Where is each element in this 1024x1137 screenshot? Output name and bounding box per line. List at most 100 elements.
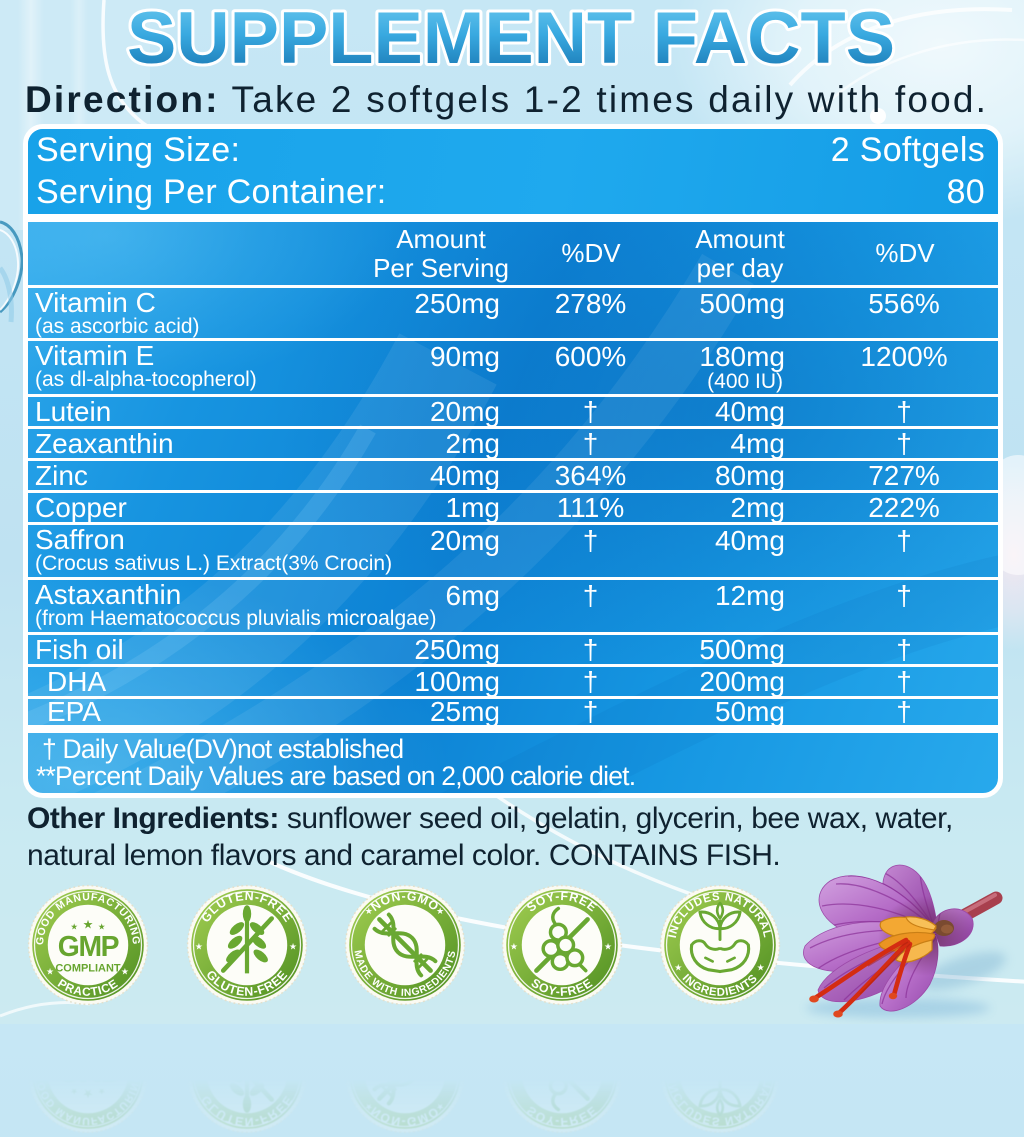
dv2-value: 222% (868, 492, 940, 523)
separator-thick (28, 214, 998, 222)
amount-per-serving-value: 90mg (429, 341, 500, 372)
header-amount-per-serving: Amount Per Serving (373, 223, 509, 283)
amount-per-day-value: 200mg (699, 666, 785, 697)
badge-star-right: ★ (757, 963, 765, 973)
gmp-main-text: GMP (58, 1055, 119, 1087)
badge-bottom-text: PRACTICE (55, 976, 120, 999)
amount-per-day-subvalue: (400 IU) (707, 370, 783, 393)
dv2-value: † (896, 580, 912, 611)
row-separator (28, 522, 998, 525)
dv2-value: † (896, 696, 912, 727)
nutrient-name-cell: Astaxanthin (from Haematococcus pluviali… (28, 581, 436, 630)
svg-text:★: ★ (98, 921, 106, 931)
nutrient-name: Fish oil (35, 634, 124, 665)
amount-per-day-value: 180mg (400 IU) (678, 342, 803, 392)
dna-icon (372, 912, 438, 978)
badge-bottom-text: SOY-FREE (529, 976, 595, 999)
dv2-value: 556% (868, 288, 940, 319)
header-dv1: %DV (561, 238, 621, 268)
dv1-value: † (582, 580, 599, 611)
serving-per-container-value: 80 (946, 173, 985, 211)
table-row: Saffron (Crocus sativus L.) Extract(3% C… (28, 525, 998, 577)
dv1-value: 600% (554, 341, 627, 372)
serving-size-value: 2 Softgels (830, 131, 985, 169)
row-separator (28, 426, 998, 429)
badge-star-left: ★ (195, 1066, 203, 1076)
direction-label: Direction: (25, 79, 220, 120)
nutrient-subname: (Crocus sativus L.) Extract(3% Crocin) (35, 552, 393, 575)
non-gmo-badge: NON-GMO MADE WITH INGREDIENTS ★ ★ (344, 884, 466, 1006)
title-text: SUPPLEMENT FACTS (127, 0, 895, 79)
badge-star-left: ★ (674, 963, 682, 973)
other-ingredients: Other Ingredients: sunflower seed oil, g… (27, 800, 992, 874)
badge-star-right: ★ (289, 942, 297, 952)
flower-stigmas (812, 937, 913, 1016)
nutrient-name-cell: Zeaxanthin (28, 429, 308, 458)
dv1-value: † (582, 696, 599, 727)
row-separator (28, 664, 998, 667)
badge-star-right: ★ (604, 942, 612, 952)
amount-per-day-value: 500mg (699, 288, 785, 319)
amount-per-serving-value: 250mg (414, 634, 500, 665)
natural-ingredients-badge: INCLUDES NATURAL INGREDIENTS ★ ★ (659, 884, 781, 1006)
nutrient-name: Saffron (35, 524, 125, 555)
amount-per-day-value: 40mg (714, 396, 785, 427)
dv2-value: † (896, 525, 912, 556)
table-header: Amount Per Serving %DV Amount per day %DV (28, 222, 998, 285)
dv2-value: † (896, 396, 912, 427)
dv1-value: 111% (556, 492, 625, 523)
amount-per-serving-value: 100mg (414, 666, 500, 697)
gmp-compliant-badge: ★ ★ ★ GMP COMPLIANT GOOD MANUFACTURING P… (27, 884, 149, 1006)
table-row: Vitamin C (as ascorbic acid) 250mg 278% 50… (28, 288, 998, 338)
nutrient-name: Vitamin C (35, 287, 156, 318)
nutrient-name: Lutein (35, 396, 112, 427)
row-separator (28, 394, 998, 397)
header-separator (28, 285, 998, 288)
header-dv2: %DV (875, 238, 935, 268)
amount-per-serving-value: 250mg (414, 288, 500, 319)
supplement-facts-panel: Serving Size: 2 Softgels Serving Per Con… (23, 124, 1003, 798)
amount-per-day-value: 500mg (699, 634, 785, 665)
badge-star-left: ★ (46, 966, 54, 976)
nutrient-name-cell: Saffron (Crocus sativus L.) Extract(3% C… (28, 524, 393, 575)
dv1-value: † (582, 396, 599, 427)
dv1-value: † (582, 666, 599, 697)
table-row: Vitamin E (as dl-alpha-tocopherol) 90mg 6… (28, 341, 998, 394)
footnote-percent: **Percent Daily Values are based on 2,00… (36, 761, 636, 791)
nutrient-name: Zeaxanthin (35, 428, 174, 459)
badge-reflection: INCLUDES NATURAL INGREDIENTS ★ ★ (659, 1012, 781, 1134)
badge-reflection: SOY-FREE SOY-FREE ★ ★ (501, 1012, 623, 1134)
dv1-value: † (582, 634, 599, 665)
svg-text:★: ★ (83, 1086, 94, 1100)
nutrient-name: Copper (35, 492, 127, 523)
nutrient-name: EPA (47, 696, 101, 727)
direction-text: Take 2 softgels 1-2 times daily with foo… (219, 79, 989, 120)
footnote-dv: † Daily Value(DV)not established (42, 734, 404, 764)
row-separator (28, 577, 998, 580)
serving-per-container-row: Serving Per Container: 80 (28, 172, 998, 214)
header-amount-per-day: Amount per day (695, 223, 785, 283)
saffron-flower-image (803, 864, 1007, 1018)
badge-star-right: ★ (757, 1045, 765, 1055)
badge-reflection: NON-GMO MADE WITH INGREDIENTS ★ ★ (344, 1012, 466, 1134)
dv2-value: † (896, 666, 912, 697)
wheat-icon (220, 905, 274, 974)
svg-text:SOY-FREE: SOY-FREE (529, 976, 596, 999)
svg-text:★: ★ (70, 921, 78, 931)
footnotes: † Daily Value(DV)not established **Perce… (28, 733, 998, 793)
nutrient-name-cell: Lutein (28, 397, 308, 426)
nutrient-name: Vitamin E (35, 340, 155, 371)
nutrient-subname: (as dl-alpha-tocopherol) (35, 368, 257, 391)
svg-text:★: ★ (83, 918, 94, 932)
nutrient-name-cell: Vitamin E (as dl-alpha-tocopherol) (28, 340, 308, 391)
amount-per-day-value: 4mg (730, 428, 785, 459)
table-row: EPA 25mg † 50mg † (28, 696, 998, 727)
hands-leaf-icon (689, 901, 751, 974)
amount-per-serving-value: 1mg (445, 492, 500, 523)
dv1-value: † (582, 428, 599, 459)
other-ingredients-text: sunflower seed oil, gelatin, glycerin, b… (27, 802, 953, 872)
badge-star-left: ★ (195, 942, 203, 952)
table-row: Astaxanthin (from Haematococcus pluviali… (28, 580, 998, 632)
dv2-value: 727% (868, 460, 940, 491)
